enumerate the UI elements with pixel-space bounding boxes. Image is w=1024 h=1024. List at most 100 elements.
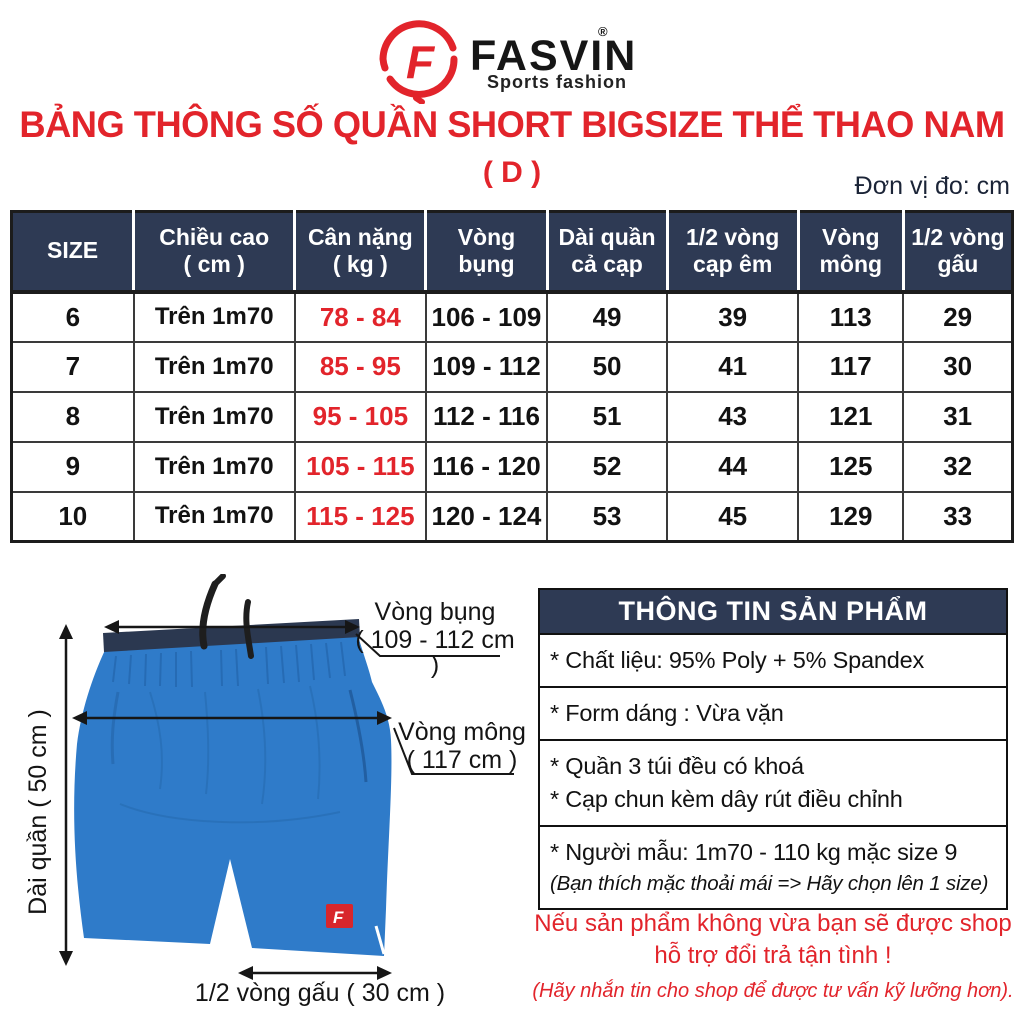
info-material-text: * Chất liệu: 95% Poly + 5% Spandex [550,647,925,673]
cell-length: 52 [545,440,669,493]
cell-hip: 129 [797,490,905,543]
cell-weight: 95 - 105 [293,390,427,443]
policy-line-3: (Hãy nhắn tin cho shop để được tư vấn kỹ… [532,980,1014,1002]
cell-size: 7 [10,340,135,393]
page-title: BẢNG THÔNG SỐ QUẦN SHORT BIGSIZE THỂ THA… [19,104,1005,145]
info-row-material: * Chất liệu: 95% Poly + 5% Spandex [540,633,1006,686]
waist-measure-label: Vòng bụng ( 109 - 112 cm ) [355,598,515,679]
cell-height: Trên 1m70 [132,390,296,443]
cell-weight: 85 - 95 [293,340,427,393]
info-model-text: * Người mẫu: 1m70 - 110 kg mặc size 9 [550,839,958,865]
hem-measure-label: 1/2 vòng gấu ( 30 cm ) [194,979,446,1007]
cell-half-waistband: 39 [666,290,800,343]
cell-half-hem: 29 [902,290,1014,343]
cell-length: 50 [545,340,669,393]
cell-half-waistband: 41 [666,340,800,393]
cell-waist: 116 - 120 [424,440,549,493]
return-policy-note: Nếu sản phẩm không vừa bạn sẽ được shop … [526,908,1020,1006]
shorts-measurement-diagram: F [0,573,535,1024]
hem-slit [374,925,386,955]
info-size-tip-text: (Bạn thích mặc thoải mái => Hãy chọn lên… [550,872,989,895]
size-table-header-row: SIZE Chiều cao ( cm ) Cân nặng ( kg ) Vò… [11,211,1013,294]
cell-size: 9 [10,440,135,493]
hip-measure-label: Vòng mông ( 117 cm ) [398,718,526,774]
patch-letter: F [333,908,344,927]
col-header-length: Dài quần cả cạp [545,211,668,294]
cell-half-hem: 32 [902,440,1014,493]
cell-height: Trên 1m70 [132,490,296,543]
cell-size: 8 [10,390,135,443]
f-ring-logo-icon: F [379,20,458,105]
shorts-illustration: F [59,573,514,980]
cell-size: 6 [10,290,135,343]
brand-name: FASVIN [470,32,638,80]
cell-half-waistband: 45 [666,490,800,543]
cell-waist: 106 - 109 [424,290,549,343]
col-header-hip: Vòng mông [796,211,904,294]
size-table: SIZE Chiều cao ( cm ) Cân nặng ( kg ) Vò… [10,210,1014,543]
brand-tagline: Sports fashion [486,72,627,92]
cell-half-hem: 30 [902,340,1014,393]
table-row: 8 Trên 1m70 95 - 105 112 - 116 51 43 121… [10,390,1014,443]
shorts-body [74,636,392,956]
hip-label-name: Vòng mông [398,718,526,746]
policy-line-1: Nếu sản phẩm không vừa bạn sẽ được shop [534,910,1012,937]
col-header-weight: Cân nặng ( kg ) [293,211,426,294]
cell-half-waistband: 44 [666,440,800,493]
cell-size: 10 [10,490,135,543]
info-waistband-text: * Cạp chun kèm dây rút điều chỉnh [550,786,903,812]
measurement-arrows [59,620,392,980]
brand-patch [326,904,353,928]
info-row-fit: * Form dáng : Vừa vặn [540,686,1006,739]
cell-hip: 113 [797,290,905,343]
policy-line-2: hỗ trợ đổi trả tận tình ! [654,942,892,969]
elastic-gathers [112,641,346,688]
table-row: 6 Trên 1m70 78 - 84 106 - 109 49 39 113 … [10,290,1014,343]
table-row: 7 Trên 1m70 85 - 95 109 - 112 50 41 117 … [10,340,1014,393]
pocket-lines [110,689,368,783]
info-panel-title: THÔNG TIN SẢN PHẨM [540,590,1006,633]
cell-waist: 120 - 124 [424,490,549,543]
cell-height: Trên 1m70 [132,290,296,343]
cell-length: 51 [545,390,669,443]
waist-label-name: Vòng bụng [374,598,496,626]
measure-unit-note: Đơn vị đo: cm [854,172,1010,200]
cell-hip: 121 [797,390,905,443]
registered-trademark-icon: ® [598,24,608,39]
label-leader-lines [355,633,514,775]
cell-waist: 109 - 112 [424,340,549,393]
col-header-half-hem: 1/2 vòng gấu [901,211,1013,294]
info-pockets-text: * Quần 3 túi đều có khoá [550,753,804,779]
col-header-size: SIZE [11,211,134,294]
cell-height: Trên 1m70 [132,340,296,393]
brand-logo-icon: F [378,18,460,109]
hip-label-value: ( 117 cm ) [406,745,518,774]
col-header-half-waistband: 1/2 vòng cạp êm [665,211,799,294]
info-row-model: * Người mẫu: 1m70 - 110 kg mặc size 9 (B… [540,825,1006,908]
col-header-waist: Vòng bụng [424,211,547,294]
product-info-panel: THÔNG TIN SẢN PHẨM * Chất liệu: 95% Poly… [538,588,1008,910]
table-row: 10 Trên 1m70 115 - 125 120 - 124 53 45 1… [10,490,1014,543]
cell-length: 49 [545,290,669,343]
col-header-height: Chiều cao ( cm ) [132,211,295,294]
cell-height: Trên 1m70 [132,440,296,493]
cell-waist: 112 - 116 [424,390,549,443]
cell-half-waistband: 43 [666,390,800,443]
cell-half-hem: 31 [902,390,1014,443]
table-row: 9 Trên 1m70 105 - 115 116 - 120 52 44 12… [10,440,1014,493]
logo-letter: F [406,36,436,88]
cell-hip: 117 [797,340,905,393]
cell-length: 53 [545,490,669,543]
variant-title: ( D ) [482,156,542,189]
cell-weight: 105 - 115 [293,440,427,493]
cell-hip: 125 [797,440,905,493]
info-row-features: * Quần 3 túi đều có khoá * Cạp chun kèm … [540,739,1006,825]
cell-weight: 78 - 84 [293,290,427,343]
length-measure-label: Dài quần ( 50 cm ) [24,709,52,915]
info-fit-text: * Form dáng : Vừa vặn [550,700,784,726]
waist-label-value: ( 109 - 112 cm ) [355,625,515,679]
fabric-creases [119,685,341,824]
cell-weight: 115 - 125 [293,490,427,543]
cell-half-hem: 33 [902,490,1014,543]
